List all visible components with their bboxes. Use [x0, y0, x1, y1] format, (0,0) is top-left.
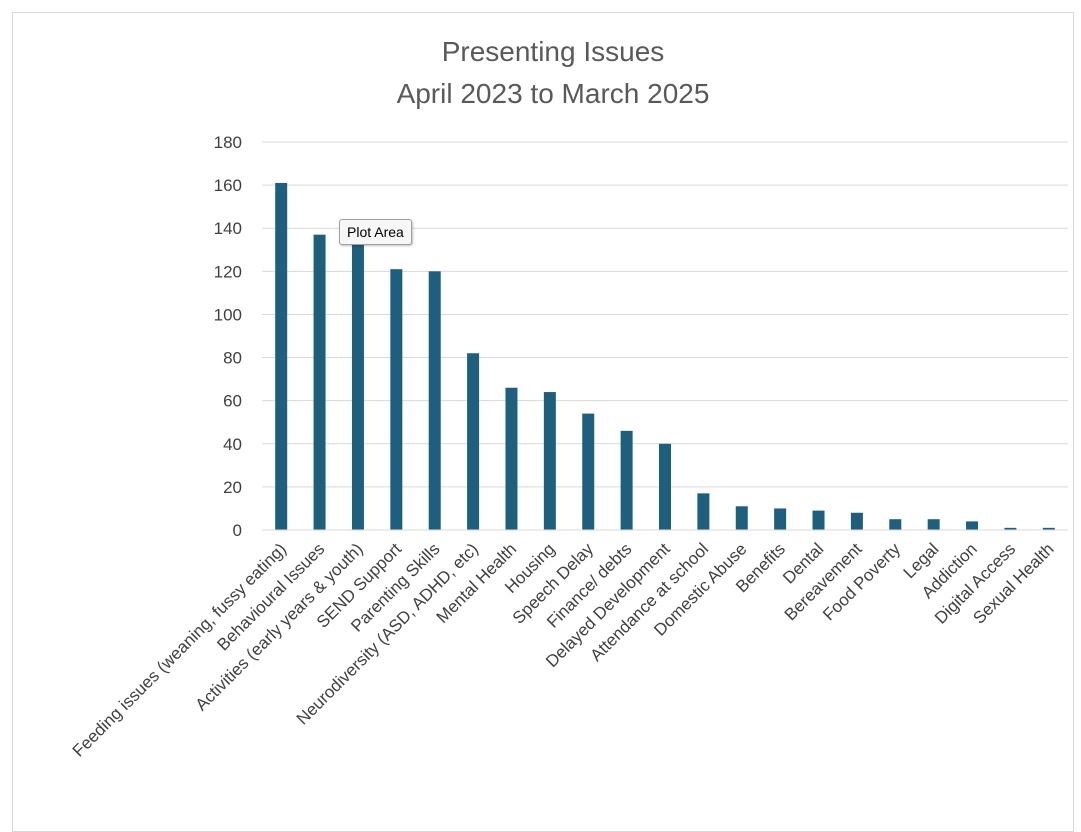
bar[interactable] [966, 521, 979, 530]
bar[interactable] [543, 392, 556, 530]
bar[interactable] [467, 353, 480, 530]
bar[interactable] [659, 443, 671, 530]
chart-title-line-2: April 2023 to March 2025 [397, 78, 710, 109]
bar[interactable] [735, 506, 748, 530]
x-axis-labels: Feeding issues (weaning, fussy eating)Be… [69, 539, 1058, 761]
bars[interactable] [275, 182, 1055, 531]
bar[interactable] [1042, 527, 1055, 530]
y-tick-label: 180 [214, 133, 242, 152]
bar[interactable] [850, 512, 863, 530]
y-tick-label: 100 [214, 305, 242, 324]
bar[interactable] [390, 269, 403, 530]
bar[interactable] [889, 519, 902, 530]
y-tick-label: 60 [223, 392, 242, 411]
bar[interactable] [351, 243, 364, 531]
bar[interactable] [505, 387, 518, 530]
plot-area-tooltip: Plot Area [339, 219, 412, 245]
gridlines [262, 141, 1068, 488]
y-tick-label: 0 [233, 521, 242, 540]
bar[interactable] [275, 182, 288, 530]
bar[interactable] [582, 413, 595, 530]
y-tick-label: 160 [214, 176, 242, 195]
y-axis-ticks: 0 20 40 60 80 100 120 140 160 180 [214, 133, 242, 540]
chart-frame[interactable] [12, 12, 1074, 832]
bar[interactable] [774, 508, 787, 530]
bar[interactable] [927, 519, 940, 530]
chart-title-line-1: Presenting Issues [442, 36, 665, 67]
y-tick-label: 20 [223, 478, 242, 497]
y-tick-label: 120 [214, 262, 242, 281]
y-tick-label: 40 [223, 435, 242, 454]
y-tick-label: 80 [223, 349, 242, 368]
bar[interactable] [620, 430, 633, 530]
bar[interactable] [428, 271, 441, 530]
y-tick-label: 140 [214, 219, 242, 238]
bar[interactable] [1004, 527, 1017, 530]
bar[interactable] [313, 234, 326, 530]
bar[interactable] [697, 493, 710, 530]
bar[interactable] [812, 510, 825, 530]
